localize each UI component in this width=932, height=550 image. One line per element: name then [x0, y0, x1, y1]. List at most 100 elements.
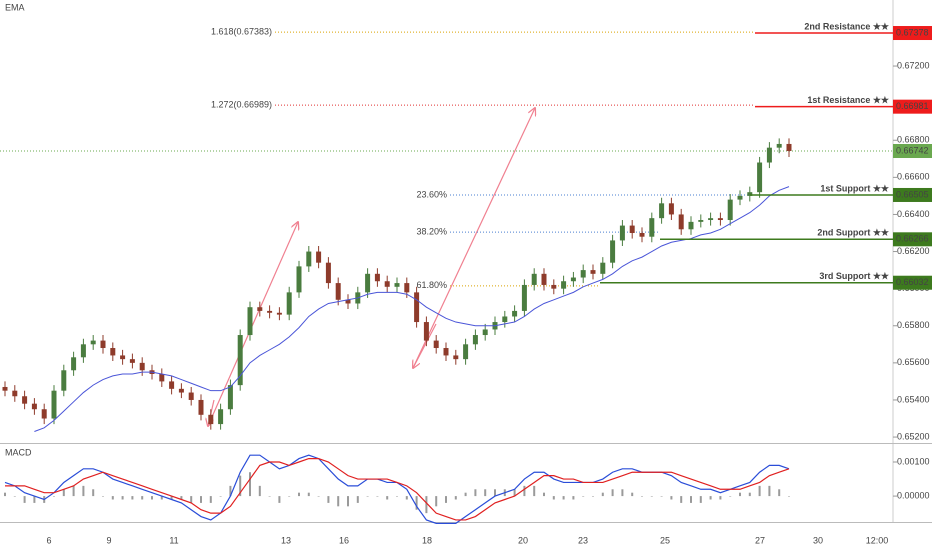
histogram-bar — [523, 485, 526, 497]
histogram-bar — [347, 496, 349, 507]
fib-label: 1.272(0.66989) — [211, 100, 272, 110]
y-tick-label: 0.65600 — [897, 357, 930, 367]
level-label: 3rd Support ★★ — [819, 271, 890, 281]
candle-body — [159, 373, 165, 382]
y-tick-label: 0.66400 — [897, 209, 930, 219]
level-value: 0.66505 — [896, 189, 929, 199]
fib-label: 61.80% — [416, 280, 447, 290]
y-tick-label: 0.00100 — [897, 456, 930, 466]
histogram-bar — [111, 496, 114, 500]
histogram-bar — [13, 496, 16, 497]
histogram-bar — [543, 492, 545, 497]
candle-body — [374, 273, 380, 282]
y-tick-label: 0.00000 — [897, 490, 930, 500]
signal-line — [5, 457, 790, 521]
x-tick-label: 23 — [578, 535, 588, 545]
level-value: 0.66266 — [896, 234, 929, 244]
level-value: 0.67378 — [896, 27, 929, 37]
histogram-bar — [180, 496, 183, 500]
histogram-bar — [229, 485, 232, 497]
level-value: 0.66981 — [896, 101, 929, 111]
current-price-box — [893, 144, 932, 159]
histogram-bar — [425, 496, 428, 514]
x-tick-label: 25 — [660, 535, 670, 545]
histogram-bar — [200, 496, 202, 503]
candle-body — [727, 199, 733, 221]
candle-body — [766, 147, 772, 163]
histogram-bar — [494, 489, 496, 497]
current-price-label: 0.66742 — [896, 145, 929, 155]
histogram-bar — [601, 492, 604, 497]
histogram-bar — [298, 492, 300, 497]
candle-body — [110, 348, 116, 356]
histogram-bar — [141, 496, 144, 500]
macd-label: MACD — [5, 447, 32, 457]
histogram-bar — [748, 492, 751, 497]
histogram-bar — [366, 496, 369, 497]
candle-body — [208, 414, 214, 425]
histogram-bar — [23, 496, 26, 503]
y-tick-label: 0.65800 — [897, 320, 930, 330]
histogram-bar — [552, 496, 555, 500]
candle-body — [668, 203, 674, 215]
histogram-bar — [758, 485, 761, 497]
histogram-bar — [268, 496, 271, 497]
candle-body — [443, 348, 449, 356]
candle-body — [404, 283, 410, 293]
histogram-bar — [190, 496, 193, 503]
candle-body — [649, 218, 655, 237]
fib-label: 23.60% — [416, 189, 447, 199]
candle-body — [41, 409, 47, 419]
fib-label: 1.618(0.67383) — [211, 26, 272, 36]
candle-body — [580, 270, 586, 278]
y-tick-label: 0.66200 — [897, 246, 930, 256]
histogram-bar — [278, 496, 281, 503]
level-label: 2nd Support ★★ — [817, 228, 890, 238]
level-box — [893, 187, 932, 202]
candle-body — [502, 316, 508, 323]
candle-body — [12, 390, 18, 397]
histogram-bar — [239, 475, 242, 497]
candle-body — [482, 329, 488, 336]
histogram-bar — [719, 496, 722, 500]
histogram-bar — [513, 489, 516, 497]
candle-body — [521, 284, 527, 311]
y-tick-label: 0.66800 — [897, 135, 930, 145]
candle-body — [610, 240, 616, 263]
histogram-bar — [337, 496, 340, 507]
candle-body — [100, 340, 106, 349]
histogram-bar — [631, 492, 634, 497]
candle-body — [51, 390, 57, 419]
candle-body — [257, 307, 263, 311]
histogram-bar — [307, 492, 310, 497]
histogram-bar — [680, 496, 683, 503]
candle-body — [747, 192, 753, 196]
candle-body — [570, 277, 576, 282]
candle-body — [384, 281, 390, 287]
histogram-bar — [396, 496, 398, 497]
candle-body — [717, 218, 723, 221]
candle-body — [698, 220, 704, 222]
candle-body — [306, 251, 312, 267]
histogram-bar — [778, 489, 781, 497]
histogram-bar — [562, 496, 565, 500]
candle-body — [218, 409, 224, 425]
histogram-bar — [33, 496, 36, 503]
candle-body — [365, 273, 371, 293]
candle-body — [463, 344, 469, 360]
candle-body — [786, 143, 792, 152]
candle-body — [129, 359, 135, 363]
fib-label: 38.20% — [416, 226, 447, 236]
arrow — [412, 108, 535, 369]
candle-body — [276, 312, 282, 315]
candle-body — [296, 266, 302, 293]
histogram-bar — [209, 496, 212, 503]
histogram-bar — [641, 496, 643, 497]
candle-body — [619, 225, 625, 241]
candle-body — [629, 225, 635, 234]
indicator-label: EMA — [5, 2, 25, 12]
level-box — [893, 99, 932, 114]
histogram-bar — [474, 489, 477, 497]
histogram-bar — [160, 496, 163, 500]
